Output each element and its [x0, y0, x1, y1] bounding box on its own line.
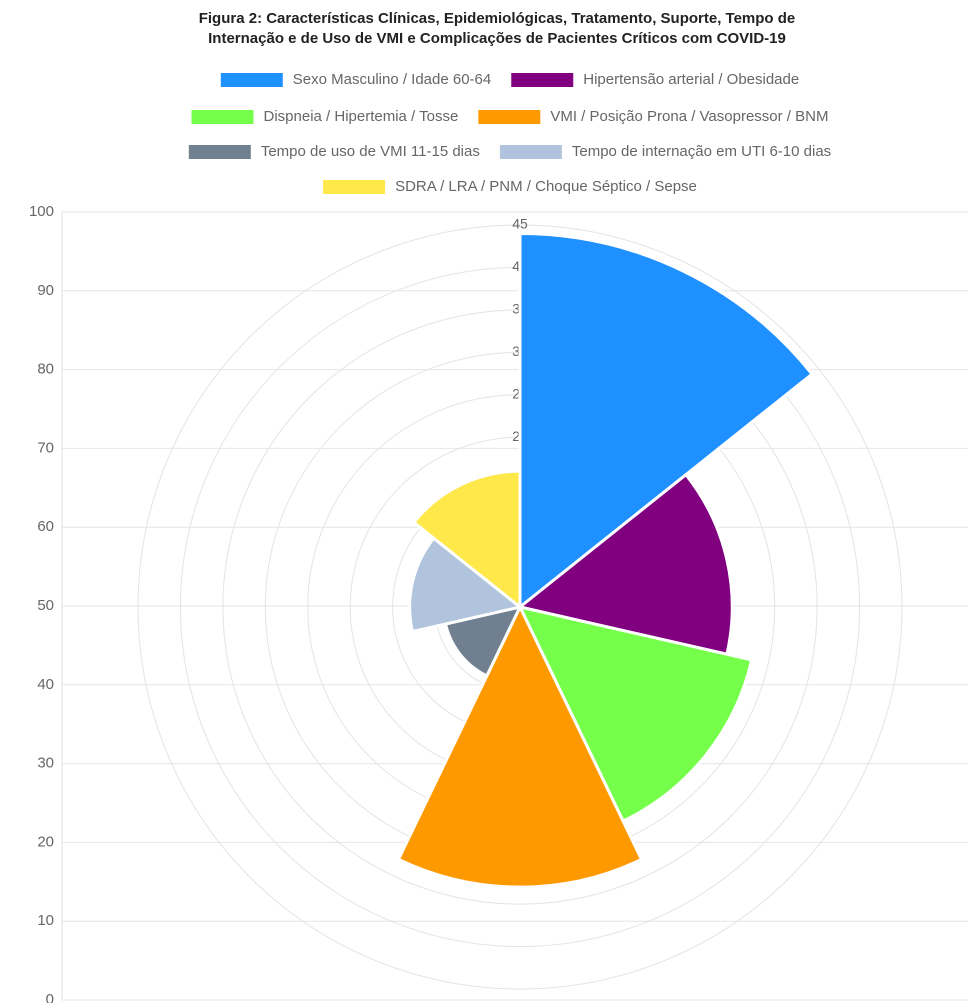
- legend-item[interactable]: VMI / Posição Prona / Vasopressor / BNM: [478, 108, 828, 125]
- legend-item[interactable]: Tempo de uso de VMI 11-15 dias: [188, 143, 480, 160]
- chart-title: Internação e de Uso de VMI e Complicaçõe…: [208, 30, 786, 47]
- y-tick-label: 90: [37, 282, 54, 299]
- y-tick-label: 60: [37, 518, 54, 535]
- polar-segment: [518, 473, 734, 656]
- legend-swatch: [188, 145, 251, 159]
- legend-label: SDRA / LRA / PNM / Choque Séptico / Seps…: [395, 178, 697, 195]
- legend-swatch: [511, 73, 574, 87]
- polar-segment: [444, 605, 522, 678]
- radial-grid: [137, 224, 903, 990]
- legend-swatch: [323, 180, 386, 194]
- y-tick-label: 30: [37, 755, 54, 772]
- y-tick-label: 100: [29, 203, 54, 220]
- y-tick-label: 10: [37, 912, 54, 929]
- chart-title: Figura 2: Características Clínicas, Epid…: [199, 10, 796, 27]
- y-tick-label: 80: [37, 361, 54, 378]
- polar-segment: [518, 605, 754, 823]
- y-tick-label: 40: [37, 676, 54, 693]
- legend-label: Dispneia / Hipertemia / Tosse: [264, 108, 459, 125]
- radial-tick-label: 45: [512, 216, 528, 232]
- legend-swatch: [499, 145, 562, 159]
- legend-swatch: [478, 110, 541, 124]
- legend-swatch: [220, 73, 283, 87]
- polar-segment: [396, 605, 644, 889]
- legend-item[interactable]: Sexo Masculino / Idade 60-64: [220, 71, 491, 88]
- y-tick-label: 0: [46, 991, 54, 1003]
- y-tick-label: 50: [37, 597, 54, 614]
- legend-item[interactable]: Tempo de internação em UTI 6-10 dias: [499, 143, 831, 160]
- polar-segment: [408, 536, 522, 634]
- legend-swatch: [191, 110, 254, 124]
- legend-item[interactable]: Hipertensão arterial / Obesidade: [511, 71, 799, 88]
- legend-item[interactable]: Dispneia / Hipertemia / Tosse: [191, 108, 459, 125]
- legend-label: VMI / Posição Prona / Vasopressor / BNM: [550, 108, 828, 125]
- legend-label: Hipertensão arterial / Obesidade: [583, 71, 799, 88]
- legend-label: Tempo de internação em UTI 6-10 dias: [572, 143, 831, 160]
- polar-segment: [412, 469, 522, 609]
- legend-item[interactable]: SDRA / LRA / PNM / Choque Séptico / Seps…: [323, 178, 697, 195]
- polar-segment: [518, 231, 814, 609]
- y-tick-label: 70: [37, 439, 54, 456]
- legend-label: Sexo Masculino / Idade 60-64: [293, 71, 491, 88]
- legend-label: Tempo de uso de VMI 11-15 dias: [261, 143, 480, 160]
- y-tick-label: 20: [37, 833, 54, 850]
